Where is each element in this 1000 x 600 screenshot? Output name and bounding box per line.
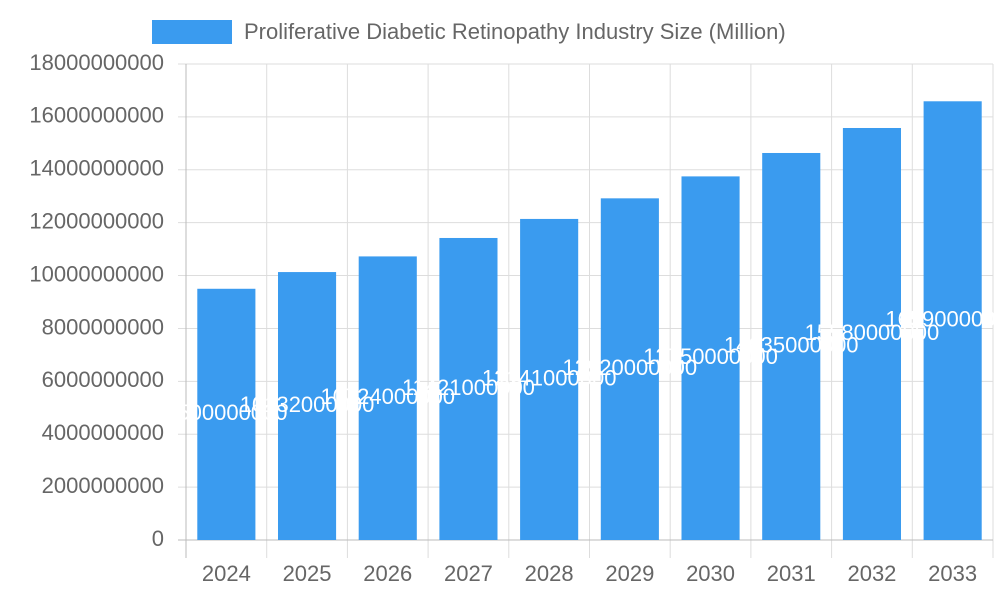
bar — [197, 288, 256, 540]
data-label: 9500000000 — [165, 400, 287, 425]
bar — [842, 127, 902, 541]
y-tick-label: 10000000000 — [29, 261, 164, 286]
x-tick-label: 2029 — [605, 561, 654, 586]
y-tick-label: 2000000000 — [42, 473, 164, 498]
y-tick-label: 6000000000 — [42, 367, 164, 392]
bar — [439, 237, 498, 540]
legend-swatch — [152, 20, 232, 44]
data-label: 16590000000 — [885, 306, 1000, 331]
bar — [277, 272, 337, 540]
data-label: 12141000000 — [482, 365, 617, 390]
x-tick-label: 2031 — [767, 561, 816, 586]
bar — [358, 256, 417, 540]
x-tick-label: 2024 — [202, 561, 251, 586]
data-label: 13750000000 — [643, 344, 778, 369]
data-label: 15580000000 — [805, 320, 940, 345]
y-tick-label: 8000000000 — [42, 314, 164, 339]
data-label: 10132000000 — [240, 392, 375, 417]
data-label: 14635000000 — [724, 332, 859, 357]
x-tick-label: 2033 — [928, 561, 977, 586]
y-tick-label: 16000000000 — [29, 103, 164, 128]
data-label: 12920000000 — [563, 355, 698, 380]
data-label: 11421000000 — [402, 375, 535, 400]
y-tick-label: 0 — [152, 526, 164, 551]
bar — [600, 198, 659, 541]
bar — [923, 101, 982, 540]
x-tick-label: 2026 — [363, 561, 412, 586]
y-tick-label: 14000000000 — [29, 156, 164, 181]
bar — [520, 218, 579, 541]
bar — [681, 176, 740, 540]
data-label: 10724000000 — [320, 384, 455, 409]
x-tick-label: 2027 — [444, 561, 493, 586]
y-tick-label: 12000000000 — [29, 208, 164, 233]
x-tick-label: 2032 — [847, 561, 896, 586]
bar — [762, 152, 821, 541]
x-tick-label: 2025 — [283, 561, 332, 586]
legend-label: Proliferative Diabetic Retinopathy Indus… — [244, 19, 786, 44]
y-tick-label: 4000000000 — [42, 420, 164, 445]
x-tick-label: 2030 — [686, 561, 735, 586]
y-tick-label: 18000000000 — [29, 50, 164, 75]
x-tick-label: 2028 — [525, 561, 574, 586]
